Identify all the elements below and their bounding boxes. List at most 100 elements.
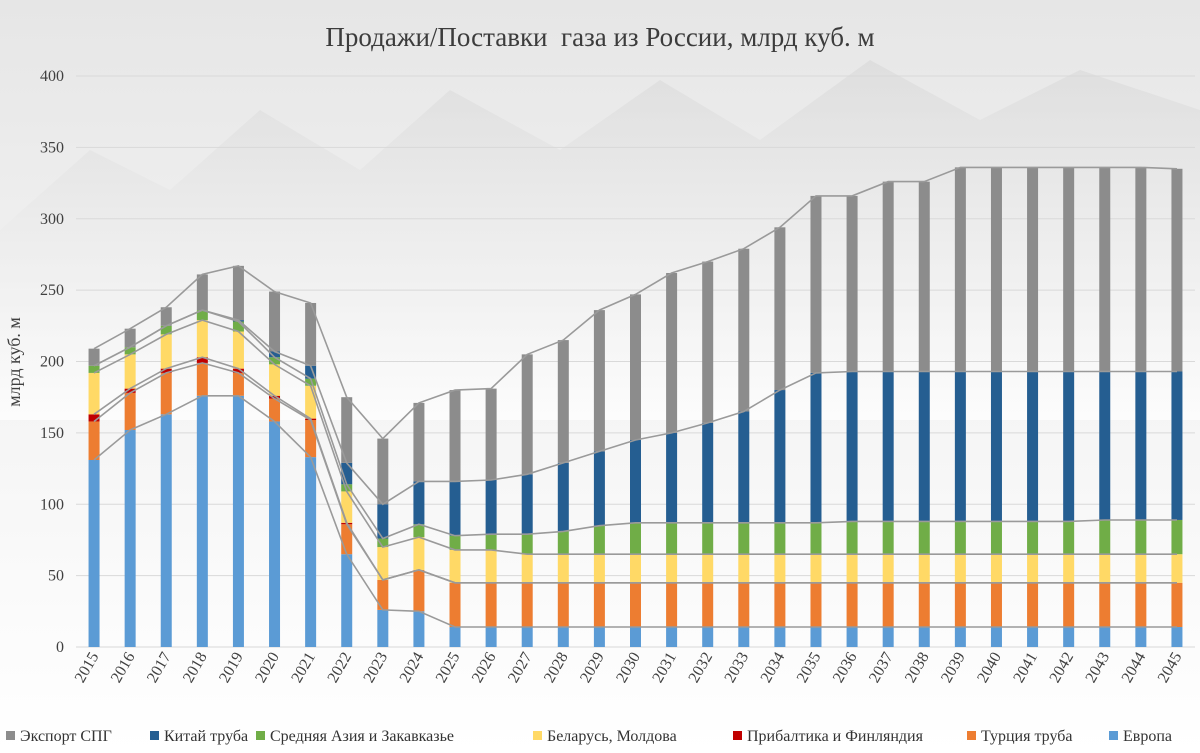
bar-segment — [954, 582, 966, 628]
bar-segment — [1063, 627, 1075, 647]
bar-segment — [666, 582, 678, 628]
bar-segment — [810, 522, 822, 555]
bar-segment — [377, 538, 389, 548]
bar-segment — [124, 354, 136, 389]
bar-segment — [1027, 582, 1039, 628]
bar-segment — [990, 582, 1002, 628]
bar-segment — [774, 390, 786, 523]
bar-segment — [774, 627, 786, 647]
bar-segment — [485, 479, 497, 535]
bar-segment — [1135, 519, 1147, 555]
bar-segment — [666, 554, 678, 583]
bar-segment — [557, 531, 569, 555]
bar-segment — [918, 554, 930, 583]
bar-segment — [196, 310, 208, 321]
bar-segment — [1099, 582, 1111, 628]
bar-segment — [160, 334, 172, 369]
bar-segment — [1099, 371, 1111, 520]
bar-segment — [269, 291, 281, 352]
bar-segment — [666, 272, 678, 433]
bar-segment — [1063, 582, 1075, 628]
bar-segment — [738, 627, 750, 647]
bar-segment — [449, 627, 461, 647]
bar-segment — [377, 579, 389, 610]
bar-segment — [1171, 554, 1183, 583]
bar-segment — [702, 554, 714, 583]
bar-segment — [702, 422, 714, 523]
bar-segment — [232, 368, 244, 373]
bar-segment — [413, 524, 425, 538]
bar-segment — [954, 627, 966, 647]
bar-segment — [341, 491, 353, 523]
bar-segment — [593, 310, 605, 452]
y-tick-label: 0 — [56, 639, 64, 656]
bar-segment — [232, 321, 244, 332]
bar-segment — [377, 609, 389, 647]
bar-segment — [413, 481, 425, 525]
bar-segment — [702, 522, 714, 555]
series-line — [93, 309, 1177, 540]
bar-segment — [305, 365, 317, 379]
bar-segment — [413, 402, 425, 482]
bar-segment — [413, 537, 425, 570]
bar-segment — [196, 357, 208, 363]
bar-segment — [1027, 371, 1039, 522]
bar-segment — [1063, 521, 1075, 555]
bar-segment — [341, 554, 353, 647]
bar-segment — [1099, 167, 1111, 372]
bar-segment — [269, 421, 281, 647]
bar-segment — [810, 554, 822, 583]
bar-segment — [160, 307, 172, 326]
bar-segment — [341, 484, 353, 492]
bar-segment — [630, 294, 641, 441]
bar-segment — [160, 414, 172, 647]
bar-segment — [521, 582, 533, 628]
series-line — [93, 319, 1177, 555]
bar-segment — [954, 554, 966, 583]
legend-item-label: Средняя Азия и Закавказье — [270, 728, 454, 745]
bar-segment — [124, 388, 136, 393]
bar-segment — [557, 627, 569, 647]
bar-segment — [918, 181, 930, 372]
legend-swatch — [733, 731, 742, 740]
legend-item-label: Китай труба — [164, 728, 248, 745]
bar-segment — [593, 554, 605, 583]
bar-segment — [738, 554, 750, 583]
y-tick-label: 200 — [40, 354, 64, 371]
bar-segment — [232, 395, 244, 647]
series-line — [93, 166, 1178, 440]
bar-segment — [954, 167, 966, 372]
bar-segment — [413, 611, 425, 647]
bar-segment — [1027, 627, 1039, 647]
legend-swatch — [256, 731, 265, 740]
bar-segment — [593, 525, 605, 555]
bar-segment — [521, 534, 533, 555]
bar-segment — [305, 457, 317, 647]
bar-segment — [88, 459, 100, 647]
bar-segment — [521, 474, 533, 535]
bar-segment — [557, 462, 569, 532]
bar-segment — [666, 627, 678, 647]
bar-segment — [630, 440, 641, 523]
bar-segment — [666, 522, 678, 555]
bar-segment — [810, 195, 822, 373]
bar-segment — [160, 372, 172, 415]
bar-segment — [521, 554, 533, 583]
y-tick-label: 100 — [40, 496, 64, 513]
bar-segment — [593, 627, 605, 647]
series-lines — [93, 166, 1178, 628]
series-line — [93, 395, 1177, 628]
bar-segment — [269, 364, 281, 396]
bar-segment — [954, 371, 966, 522]
bar-segment — [882, 554, 894, 583]
bar-segment — [630, 582, 641, 628]
bar-segment — [1027, 521, 1039, 555]
bar-segment — [1135, 167, 1147, 372]
bar-segment — [196, 362, 208, 396]
bar-segment — [269, 351, 281, 358]
bar-segment — [341, 462, 353, 485]
bar-segment — [1063, 167, 1075, 372]
y-tick-label: 350 — [40, 139, 64, 156]
bar-segment — [630, 522, 641, 555]
bar-segment — [810, 582, 822, 628]
